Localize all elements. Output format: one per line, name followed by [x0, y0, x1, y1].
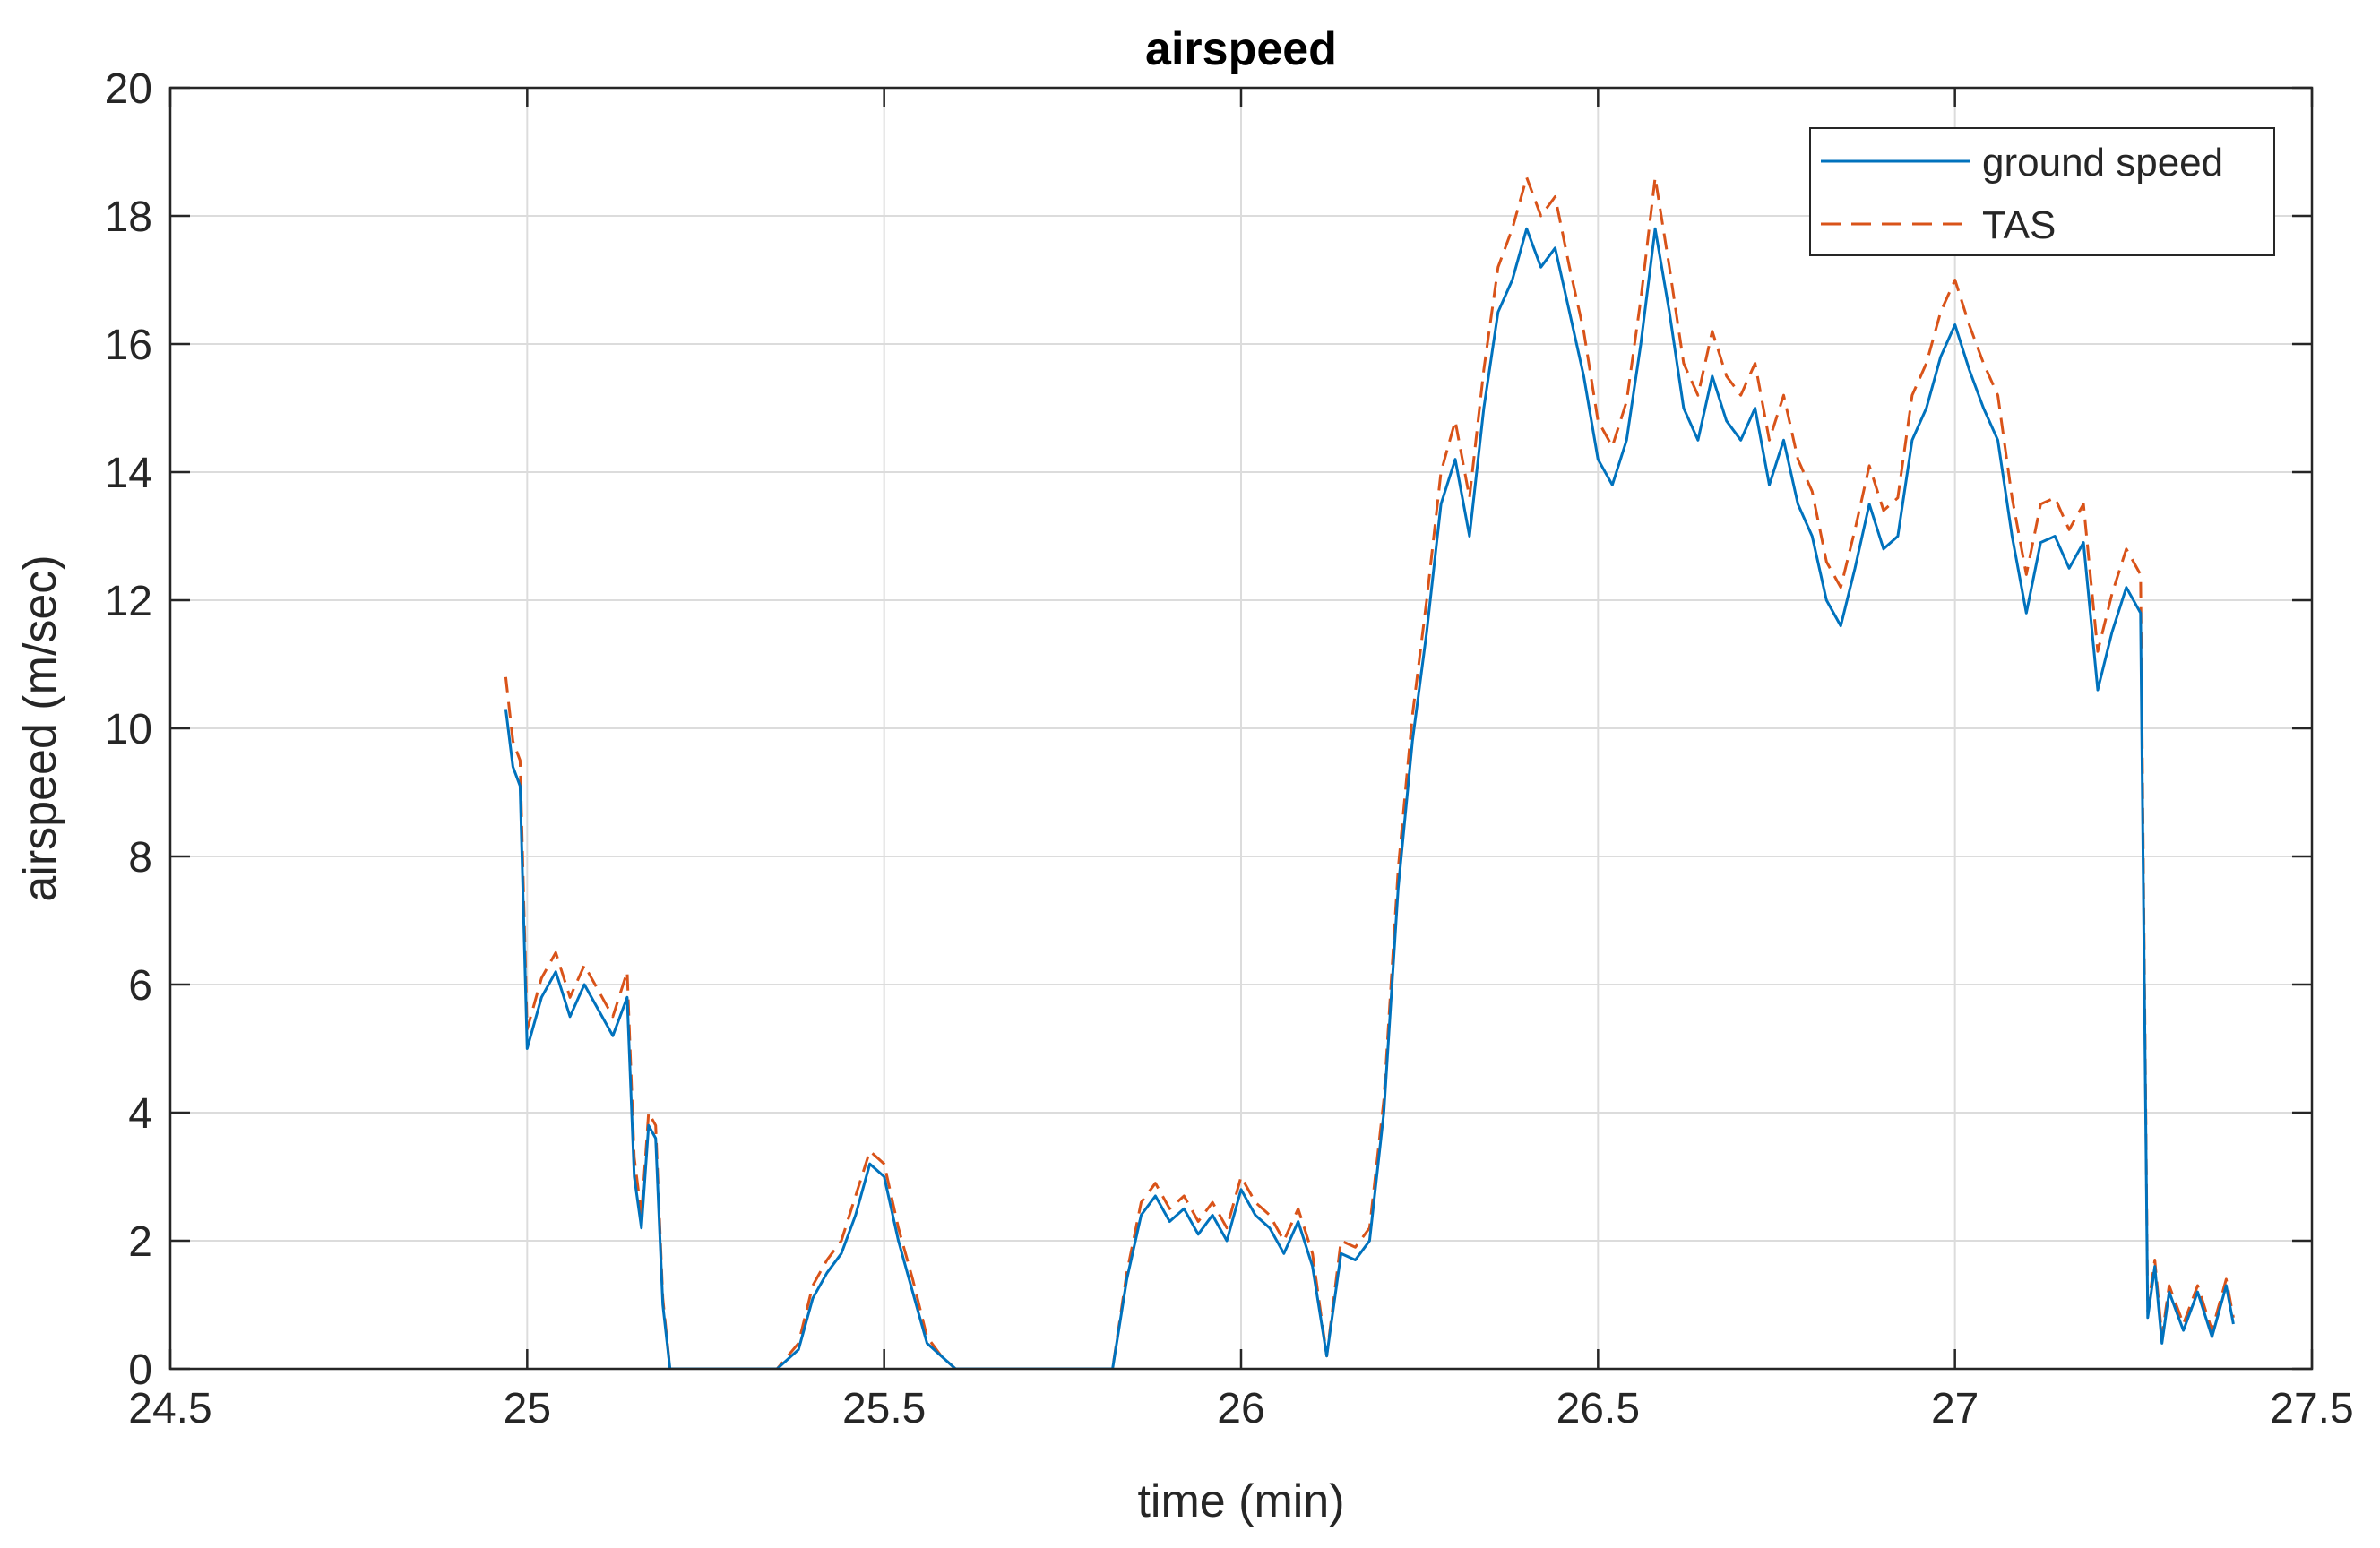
y-tick-label: 12 [105, 578, 152, 625]
series-line-ground-speed [504, 227, 2235, 1369]
x-tick-label: 26.5 [1556, 1385, 1640, 1432]
axis-ticks: 24.5 25 25.5 26 26.5 27 27.5 0 2 4 6 8 10 12 14 16 18 20 [105, 65, 2354, 1432]
legend-label-tas: TAS [1982, 203, 2056, 247]
x-tick-label: 25 [504, 1385, 551, 1432]
x-tick-label: 24.5 [128, 1385, 211, 1432]
legend-box [1809, 127, 2275, 256]
x-tick-label: 25.5 [842, 1385, 926, 1432]
y-tick-label: 20 [105, 65, 152, 113]
series-lines [504, 176, 2235, 1369]
y-tick-label: 0 [128, 1346, 152, 1394]
y-tick-label: 4 [128, 1090, 152, 1138]
y-tick-label: 10 [105, 706, 152, 753]
y-tick-label: 6 [128, 962, 152, 1010]
chart-title: airspeed [1145, 23, 1337, 75]
y-tick-label: 16 [105, 322, 152, 369]
x-tick-label: 26 [1217, 1385, 1264, 1432]
y-tick-label: 8 [128, 834, 152, 882]
series-line-tas [504, 176, 2235, 1369]
x-tick-label: 27.5 [2270, 1385, 2353, 1432]
x-axis-label: time (min) [1137, 1475, 1344, 1527]
y-tick-label: 14 [105, 450, 152, 497]
legend: ground speed TAS [1809, 127, 2275, 256]
legend-label-ground-speed: ground speed [1982, 141, 2223, 185]
y-tick-label: 2 [128, 1218, 152, 1266]
x-tick-label: 27 [1931, 1385, 1979, 1432]
y-axis-label: airspeed (m/sec) [14, 555, 66, 901]
y-tick-label: 18 [105, 194, 152, 241]
